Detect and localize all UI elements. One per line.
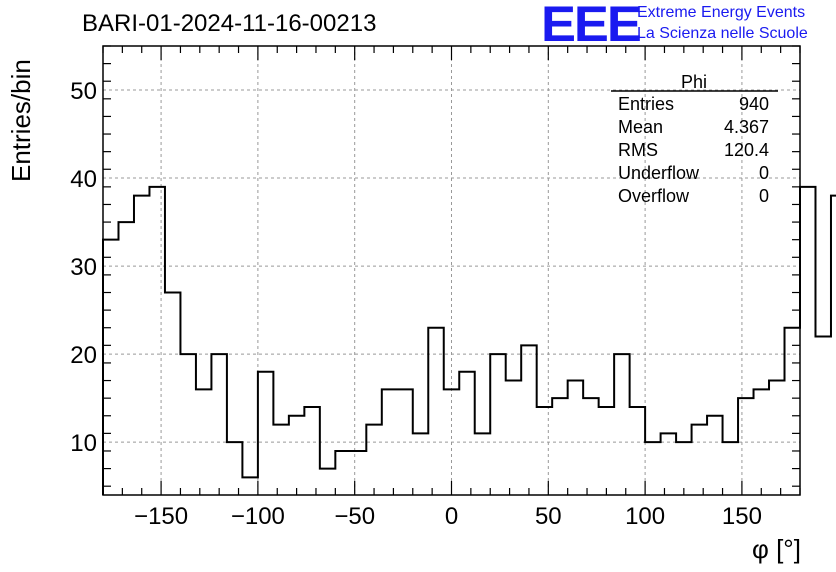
- stats-row-label: RMS: [618, 140, 658, 160]
- stats-box-name: Phi: [681, 72, 707, 92]
- y-tick-label: 40: [70, 166, 97, 193]
- x-tick-label: −50: [334, 503, 375, 530]
- chart-title: BARI-01-2024-11-16-00213: [82, 10, 377, 37]
- x-tick-label: 150: [722, 503, 762, 530]
- x-tick-label: 0: [445, 503, 458, 530]
- stats-row-label: Underflow: [618, 163, 700, 183]
- stats-row-value: 120.4: [724, 140, 769, 160]
- eee-logo-line2: La Scienza nelle Scuole: [637, 25, 808, 42]
- stats-row-value: 0: [759, 186, 769, 206]
- histogram-line: [102, 185, 836, 495]
- y-tick-label: 20: [70, 342, 97, 369]
- y-tick-label: 30: [70, 254, 97, 281]
- x-tick-label: −150: [134, 503, 188, 530]
- y-tick-label: 10: [70, 430, 97, 457]
- stats-row-label: Mean: [618, 117, 663, 137]
- grid-lines: [103, 46, 800, 495]
- x-tick-label: 50: [535, 503, 562, 530]
- x-axis: −150 −100 −50 0 50 100 150: [102, 46, 801, 530]
- x-tick-label: −100: [231, 503, 285, 530]
- x-tick-label: 100: [625, 503, 665, 530]
- stats-row-value: 940: [739, 94, 769, 114]
- x-axis-label: φ [°]: [752, 534, 801, 564]
- y-axis: 10 20 30 40 50: [70, 45, 800, 487]
- stats-row-label: Overflow: [618, 186, 690, 206]
- y-axis-label: Entries/bin: [6, 59, 36, 182]
- y-tick-label: 50: [70, 78, 97, 105]
- eee-logo: EEE: [541, 0, 642, 52]
- stats-row-value: 0: [759, 163, 769, 183]
- stats-row-value: 4.367: [724, 117, 769, 137]
- stats-row-label: Entries: [618, 94, 674, 114]
- eee-logo-line1: Extreme Energy Events: [637, 4, 806, 21]
- stats-box: Phi Entries 940 Mean 4.367 RMS 120.4 Underflow 0…: [611, 72, 778, 206]
